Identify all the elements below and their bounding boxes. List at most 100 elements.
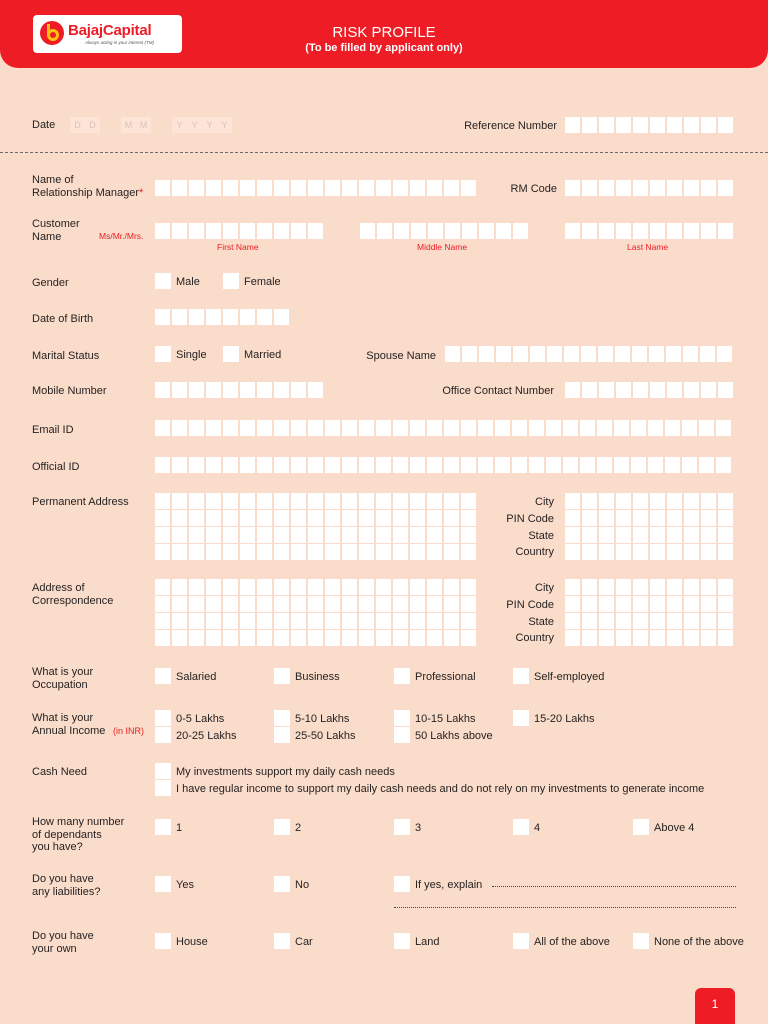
- char-box[interactable]: [360, 223, 375, 239]
- char-box[interactable]: [172, 544, 187, 560]
- correspondence-address-line[interactable]: [155, 613, 476, 629]
- char-box[interactable]: [189, 527, 204, 543]
- char-box[interactable]: [701, 493, 716, 509]
- char-box[interactable]: [565, 180, 580, 196]
- income-5-10-checkbox[interactable]: [274, 710, 290, 726]
- char-box[interactable]: [667, 596, 682, 612]
- marital-married-checkbox[interactable]: [223, 346, 239, 362]
- char-box[interactable]: [223, 510, 238, 526]
- char-box[interactable]: [684, 579, 699, 595]
- char-box[interactable]: [291, 544, 306, 560]
- char-box[interactable]: [325, 457, 340, 473]
- liabilities-yes-checkbox[interactable]: [155, 876, 171, 892]
- char-box[interactable]: [684, 510, 699, 526]
- char-box[interactable]: [650, 613, 665, 629]
- char-box[interactable]: [718, 223, 733, 239]
- char-box[interactable]: [428, 223, 443, 239]
- char-box[interactable]: [616, 382, 631, 398]
- char-box[interactable]: [565, 613, 580, 629]
- char-box[interactable]: [189, 223, 204, 239]
- char-box[interactable]: [582, 630, 597, 646]
- char-box[interactable]: [376, 493, 391, 509]
- date-year-box[interactable]: Y: [202, 117, 217, 133]
- char-box[interactable]: [616, 493, 631, 509]
- char-box[interactable]: [682, 457, 697, 473]
- char-box[interactable]: [172, 613, 187, 629]
- char-box[interactable]: [599, 223, 614, 239]
- char-box[interactable]: [565, 579, 580, 595]
- char-box[interactable]: [599, 527, 614, 543]
- char-box[interactable]: [155, 180, 170, 196]
- char-box[interactable]: [565, 527, 580, 543]
- char-box[interactable]: [582, 579, 597, 595]
- char-box[interactable]: [223, 527, 238, 543]
- char-box[interactable]: [410, 493, 425, 509]
- char-box[interactable]: [445, 223, 460, 239]
- char-box[interactable]: [648, 457, 663, 473]
- char-box[interactable]: [716, 457, 731, 473]
- char-box[interactable]: [427, 457, 442, 473]
- char-box[interactable]: [650, 510, 665, 526]
- char-box[interactable]: [445, 346, 460, 362]
- char-box[interactable]: [479, 223, 494, 239]
- char-box[interactable]: [461, 420, 476, 436]
- correspondence-address-line[interactable]: [155, 596, 476, 612]
- char-box[interactable]: [257, 309, 272, 325]
- char-box[interactable]: [274, 527, 289, 543]
- permanent-address-line[interactable]: [155, 493, 476, 509]
- char-box[interactable]: [633, 510, 648, 526]
- char-box[interactable]: [291, 527, 306, 543]
- char-box[interactable]: [257, 180, 272, 196]
- char-box[interactable]: [512, 420, 527, 436]
- char-box[interactable]: [496, 346, 511, 362]
- char-box[interactable]: [582, 382, 597, 398]
- char-box[interactable]: [582, 596, 597, 612]
- dependants-2-checkbox[interactable]: [274, 819, 290, 835]
- char-box[interactable]: [701, 544, 716, 560]
- char-box[interactable]: [633, 180, 648, 196]
- char-box[interactable]: [240, 613, 255, 629]
- char-box[interactable]: [582, 544, 597, 560]
- char-box[interactable]: [206, 420, 221, 436]
- char-box[interactable]: [359, 510, 374, 526]
- char-box[interactable]: [291, 223, 306, 239]
- char-box[interactable]: [701, 117, 716, 133]
- char-box[interactable]: [274, 420, 289, 436]
- char-box[interactable]: [393, 493, 408, 509]
- char-box[interactable]: [342, 630, 357, 646]
- char-box[interactable]: [633, 630, 648, 646]
- char-box[interactable]: [308, 457, 323, 473]
- income-25-50-checkbox[interactable]: [274, 727, 290, 743]
- cash-need-investments-checkbox[interactable]: [155, 763, 171, 779]
- char-box[interactable]: [582, 510, 597, 526]
- char-box[interactable]: [410, 544, 425, 560]
- char-box[interactable]: [684, 493, 699, 509]
- char-box[interactable]: [599, 630, 614, 646]
- occupation-self-employed-checkbox[interactable]: [513, 668, 529, 684]
- char-box[interactable]: [223, 613, 238, 629]
- char-box[interactable]: [427, 579, 442, 595]
- char-box[interactable]: [614, 457, 629, 473]
- char-box[interactable]: [649, 346, 664, 362]
- char-box[interactable]: [342, 544, 357, 560]
- char-box[interactable]: [411, 223, 426, 239]
- reference-number-field[interactable]: [565, 117, 733, 133]
- dob-field[interactable]: [155, 309, 289, 325]
- char-box[interactable]: [650, 596, 665, 612]
- char-box[interactable]: [342, 527, 357, 543]
- char-box[interactable]: [633, 579, 648, 595]
- char-box[interactable]: [308, 613, 323, 629]
- char-box[interactable]: [599, 510, 614, 526]
- char-box[interactable]: [580, 457, 595, 473]
- char-box[interactable]: [223, 382, 238, 398]
- char-box[interactable]: [616, 579, 631, 595]
- correspondence-city-field[interactable]: [565, 579, 733, 595]
- char-box[interactable]: [683, 346, 698, 362]
- gender-male-checkbox[interactable]: [155, 273, 171, 289]
- char-box[interactable]: [444, 579, 459, 595]
- char-box[interactable]: [376, 579, 391, 595]
- char-box[interactable]: [718, 117, 733, 133]
- char-box[interactable]: [684, 382, 699, 398]
- char-box[interactable]: [274, 493, 289, 509]
- char-box[interactable]: [359, 457, 374, 473]
